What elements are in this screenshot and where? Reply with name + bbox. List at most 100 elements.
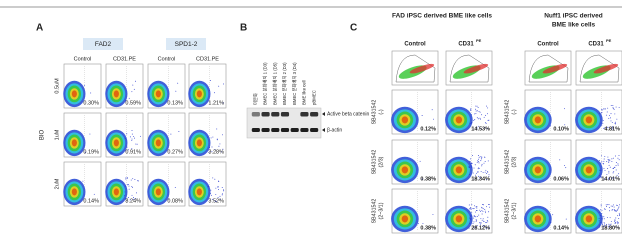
event: [606, 111, 608, 113]
event: [615, 169, 617, 171]
event: [480, 222, 482, 224]
event: [482, 226, 484, 228]
percent: 0.38%: [420, 176, 436, 182]
event: [612, 105, 614, 106]
event: [84, 151, 86, 153]
row-label: SB431542: [371, 150, 377, 175]
event: [125, 198, 127, 200]
event: [478, 162, 480, 164]
event: [83, 84, 85, 86]
event: [600, 162, 602, 164]
row-label: SB431542: [504, 100, 510, 125]
event: [177, 82, 179, 84]
event: [617, 223, 619, 225]
row-label: (2~3/1): [378, 202, 384, 219]
event: [615, 165, 617, 167]
event: [476, 210, 477, 211]
event: [615, 162, 617, 163]
event: [612, 107, 614, 109]
event: [550, 222, 552, 224]
event: [602, 223, 603, 225]
event: [608, 225, 610, 227]
event: [470, 207, 471, 209]
event: [174, 187, 176, 189]
event: [214, 178, 216, 180]
event: [612, 127, 614, 129]
event: [604, 156, 606, 157]
event: [565, 218, 567, 220]
event: [614, 222, 616, 224]
event: [432, 213, 434, 215]
event: [218, 181, 220, 182]
population: [593, 63, 619, 74]
event: [565, 167, 567, 169]
event: [220, 199, 222, 200]
event: [614, 210, 615, 212]
band-arrow: [322, 128, 325, 132]
event: [479, 111, 481, 113]
event: [473, 226, 475, 228]
event: [607, 107, 609, 109]
event: [481, 213, 483, 215]
column-header: Control: [537, 42, 559, 48]
event: [612, 172, 614, 174]
event: [129, 136, 131, 138]
event: [131, 138, 133, 140]
event: [606, 216, 608, 218]
flow-plot: 14.01%: [575, 139, 622, 185]
event: [480, 128, 482, 130]
event: [208, 151, 210, 153]
flow-plot: 0.59%: [105, 63, 144, 109]
event: [134, 179, 136, 180]
event: [615, 217, 617, 219]
event: [481, 219, 483, 221]
event: [616, 204, 618, 206]
event: [474, 177, 476, 179]
event: [612, 205, 614, 207]
event: [131, 194, 133, 196]
density: [71, 188, 77, 196]
event: [610, 105, 612, 106]
event: [138, 180, 139, 182]
percent: 3.52%: [208, 198, 224, 204]
event: [478, 167, 480, 169]
density: [113, 188, 119, 196]
event: [482, 208, 484, 210]
density: [155, 139, 161, 147]
event: [485, 114, 487, 116]
scatter-plot: [445, 50, 493, 86]
band: [310, 112, 319, 117]
event: [618, 206, 620, 208]
band-arrow: [322, 112, 325, 116]
event: [608, 223, 610, 225]
event: [211, 151, 213, 152]
event: [613, 206, 615, 208]
event: [468, 165, 470, 167]
event: [606, 173, 608, 175]
flow-plot: 4.81%: [575, 89, 622, 135]
event: [216, 138, 218, 140]
percent: 0.10%: [553, 126, 569, 132]
event: [603, 127, 605, 129]
column-header-sup: PE: [606, 38, 612, 43]
event: [168, 198, 169, 200]
event: [468, 204, 470, 206]
flow-plot: 0.27%: [147, 112, 186, 158]
event: [608, 170, 610, 172]
event: [481, 114, 483, 116]
event: [127, 197, 129, 198]
event: [470, 166, 472, 168]
event: [131, 139, 133, 141]
column-header: Control: [404, 42, 426, 48]
event: [618, 159, 620, 161]
event: [471, 208, 473, 209]
event: [128, 188, 130, 190]
percent: 0.59%: [125, 100, 141, 106]
lane-label: BMEC 분화배지 3 (D4): [291, 62, 298, 105]
lane-label: 미분화: [252, 93, 259, 105]
event: [127, 184, 129, 186]
event: [611, 122, 613, 123]
scatter-plot: [575, 50, 622, 86]
event: [475, 174, 476, 176]
event: [126, 177, 128, 179]
